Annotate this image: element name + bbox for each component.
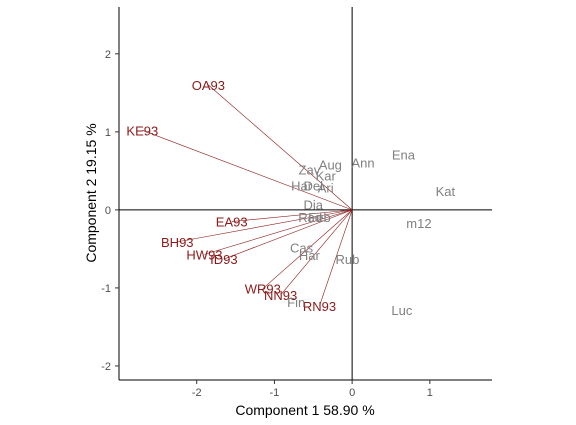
y-tick-label: 1 bbox=[105, 127, 111, 139]
point-label: Ari bbox=[318, 180, 334, 195]
vector-label: BH93 bbox=[161, 235, 194, 250]
point-label: Fin bbox=[287, 295, 305, 310]
vector-label: WR93 bbox=[245, 282, 281, 297]
point-label: Rub bbox=[336, 252, 360, 267]
y-tick-label: -1 bbox=[101, 283, 111, 295]
y-axis-title: Component 2 19.15 % bbox=[83, 123, 99, 262]
vector-arrow bbox=[204, 209, 353, 255]
y-tick-label: 0 bbox=[105, 205, 111, 217]
point-label: Ann bbox=[351, 155, 374, 170]
point-label: Del bbox=[304, 179, 324, 194]
point-label: Rad bbox=[298, 210, 322, 225]
vector-label: KE93 bbox=[126, 123, 158, 138]
vector-arrow bbox=[142, 130, 353, 211]
vector-label: HW93 bbox=[186, 247, 222, 262]
vector-label: RN93 bbox=[303, 299, 336, 314]
x-tick-label: 0 bbox=[349, 387, 355, 399]
vector-arrow bbox=[208, 84, 353, 211]
x-tick-label: -1 bbox=[270, 387, 280, 399]
point-label: Ena bbox=[392, 147, 416, 162]
point-label: Zav bbox=[299, 162, 321, 177]
point-label: m12 bbox=[406, 216, 431, 231]
vector-label: OA93 bbox=[192, 78, 225, 93]
vector-arrow bbox=[319, 209, 353, 306]
x-tick-label: -2 bbox=[192, 387, 202, 399]
vector-label: EA93 bbox=[216, 215, 248, 230]
reference-lines bbox=[119, 7, 492, 380]
point-label: Cas bbox=[290, 240, 314, 255]
x-axis-title: Component 1 58.90 % bbox=[235, 402, 374, 418]
vector-arrow bbox=[262, 209, 353, 289]
vector-label: ID93 bbox=[210, 252, 237, 267]
point-label: Feb bbox=[308, 210, 330, 225]
vector-arrow bbox=[177, 209, 353, 243]
point-label: Aug bbox=[319, 158, 342, 173]
y-tick-label: -2 bbox=[101, 361, 111, 373]
vector-arrow bbox=[223, 209, 353, 260]
x-tick-label: 1 bbox=[427, 387, 433, 399]
point-label: Har bbox=[299, 248, 321, 263]
point-label: Kar bbox=[316, 169, 337, 184]
y-tick-label: 2 bbox=[105, 49, 111, 61]
axis-ticks: -2 -1 0 1 -2 -1 0 1 2 bbox=[101, 49, 433, 399]
point-label: Luc bbox=[391, 303, 412, 318]
point-label: Dia bbox=[304, 197, 324, 212]
vector-arrow bbox=[231, 209, 353, 222]
point-label: Kat bbox=[436, 184, 456, 199]
vector-label: NN93 bbox=[264, 288, 297, 303]
vector-arrow bbox=[280, 209, 353, 296]
point-label: Har bbox=[291, 179, 313, 194]
